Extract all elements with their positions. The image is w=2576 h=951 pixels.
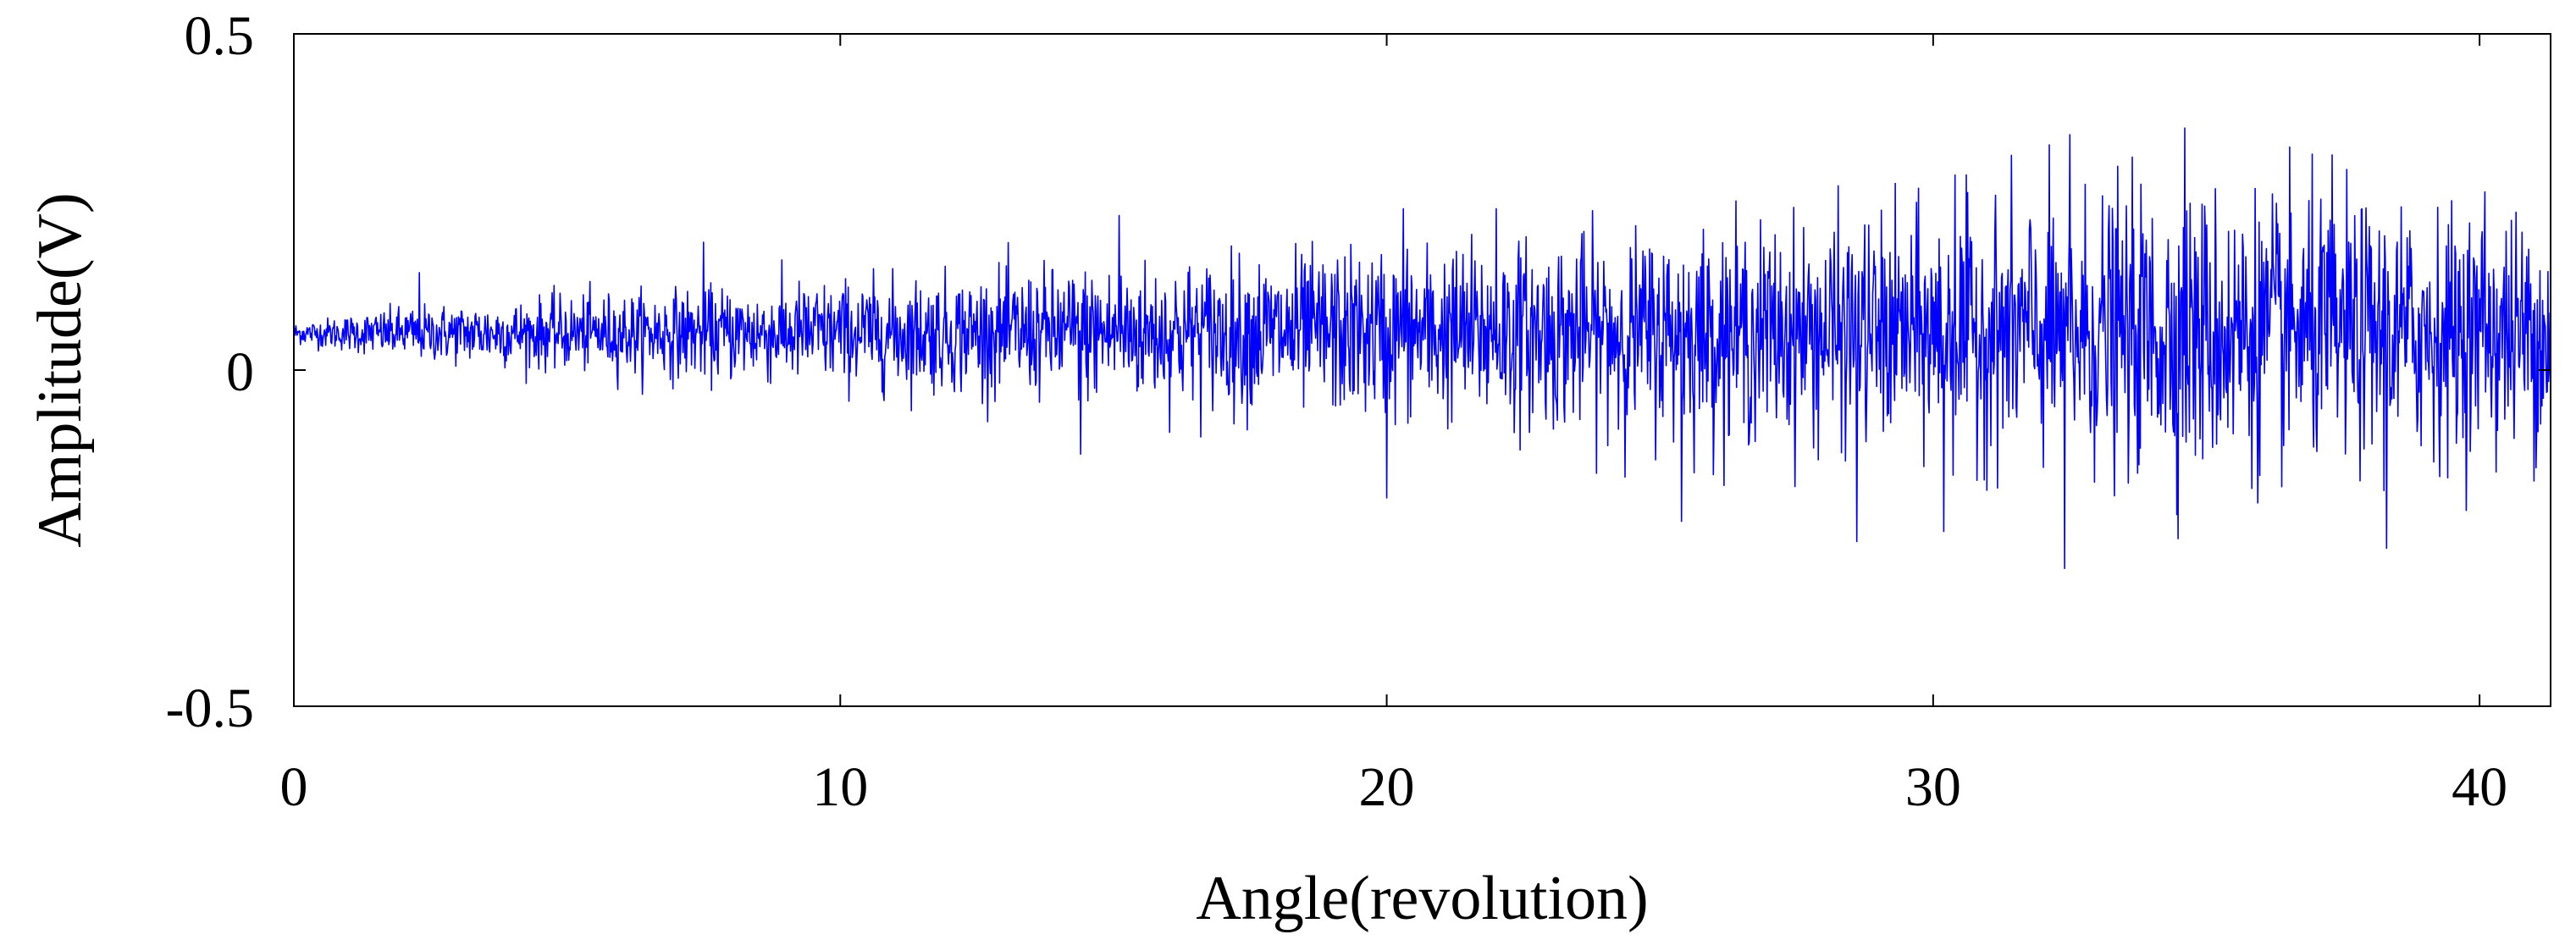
signal-line (293, 127, 2551, 569)
x-tick-label: 30 (1905, 756, 1961, 818)
x-tick-label: 20 (1359, 756, 1415, 818)
y-axis: -0.5 0 0.5 (166, 5, 2551, 739)
y-tick-label: -0.5 (166, 677, 254, 739)
y-axis-title: Amplitude(V) (25, 192, 95, 547)
x-tick-label: 40 (2452, 756, 2507, 818)
x-axis-title: Angle(revolution) (1196, 864, 1648, 933)
x-axis: 0 10 20 30 40 (280, 34, 2507, 818)
y-tick-label: 0 (226, 341, 254, 403)
y-tick-label: 0.5 (185, 5, 255, 67)
x-tick-label: 10 (812, 756, 868, 818)
plot-area (293, 127, 2551, 569)
x-tick-label: 0 (280, 756, 308, 818)
